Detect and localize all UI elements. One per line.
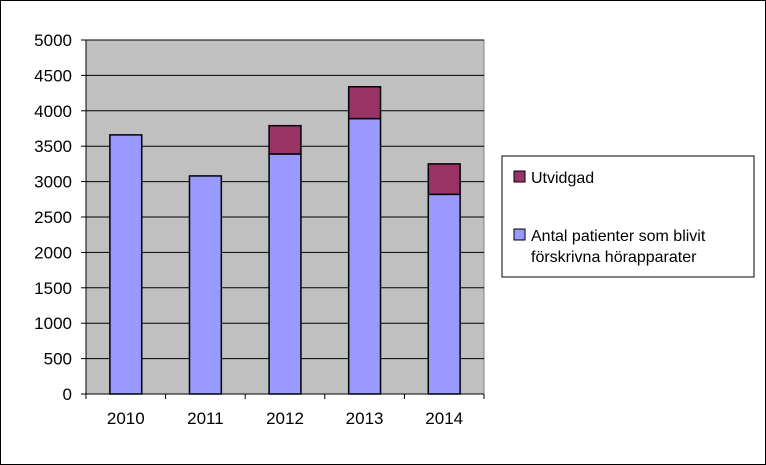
y-tick-label: 0 xyxy=(63,385,72,404)
plot-area: 0 500 1000 1500 2000 2500 3000 3500 4000 4500 5000… xyxy=(34,31,485,428)
legend-label: förskrivna hörapparater xyxy=(531,249,697,266)
legend-label: Antal patienter som blivit xyxy=(531,228,706,245)
x-tick-label: 2012 xyxy=(266,409,304,428)
bar-patients-2010 xyxy=(109,134,143,395)
bar-utvidgad-2013 xyxy=(347,85,382,120)
x-tick-label: 2013 xyxy=(346,409,384,428)
bar-utvidgad-2014 xyxy=(427,163,461,196)
y-tick-label: 4500 xyxy=(34,66,72,85)
y-tick-label: 500 xyxy=(44,350,72,369)
legend-swatch xyxy=(513,228,526,241)
y-tick-label: 4000 xyxy=(34,102,72,121)
bar-patients-2011 xyxy=(188,175,223,395)
x-tick-label: 2010 xyxy=(107,409,145,428)
y-tick-label: 5000 xyxy=(34,31,72,50)
legend-box xyxy=(501,155,755,278)
y-tick-label: 3000 xyxy=(34,173,72,192)
x-tick-label: 2014 xyxy=(425,409,463,428)
bar-utvidgad-2012 xyxy=(268,124,302,155)
legend-label: Utvidgad xyxy=(531,170,594,187)
y-tick-label: 1000 xyxy=(34,314,72,333)
legend: Utvidgad Antal patienter som blivit förskr… xyxy=(501,155,755,278)
y-tick-label: 2500 xyxy=(34,208,72,227)
y-tick-label: 2000 xyxy=(34,243,72,262)
bar-patients-2013 xyxy=(347,117,382,395)
bar-patients-2014 xyxy=(427,193,461,395)
bar-patients-2012 xyxy=(268,153,302,395)
x-tick-label: 2011 xyxy=(187,409,224,428)
legend-swatch xyxy=(513,170,526,183)
y-tick-label: 1500 xyxy=(34,279,72,298)
y-tick-label: 3500 xyxy=(34,137,72,156)
